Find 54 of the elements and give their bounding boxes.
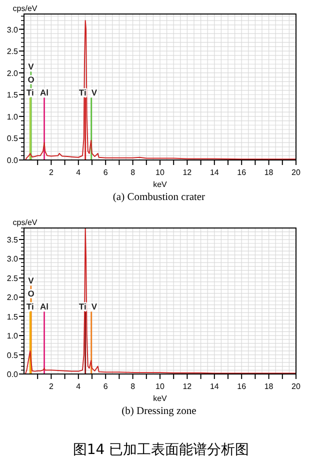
ref-line-label: Ti <box>26 302 34 312</box>
x-tick-label: 4 <box>76 168 82 177</box>
y-tick-label: 0.5 <box>6 134 19 144</box>
x-tick-label: 16 <box>237 382 247 391</box>
x-tick-label: 18 <box>264 382 274 391</box>
text: (b) Dressing zone <box>122 406 197 417</box>
x-tick-label: 8 <box>130 382 136 391</box>
x-tick-label: 14 <box>210 382 220 391</box>
y-tick-label: 2.5 <box>6 274 19 283</box>
ref-line-label: V <box>28 276 34 286</box>
y-tick-label: 1.0 <box>6 112 19 122</box>
x-axis-title: keV <box>153 394 168 403</box>
ref-line-label: Ti <box>26 88 34 98</box>
x-tick-label: 12 <box>182 168 192 177</box>
y-tick-label: 2.5 <box>6 47 19 56</box>
y-tick-label: 1.5 <box>6 312 19 322</box>
y-tick-label: 3.5 <box>6 236 19 245</box>
y-axis-title: cps/eV <box>12 4 38 13</box>
y-tick-label: 0.0 <box>6 156 19 165</box>
y-tick-label: 2.0 <box>6 293 19 302</box>
ref-line-label: Al <box>40 88 49 98</box>
ref-line-label: Al <box>40 302 49 312</box>
x-tick-label: 8 <box>130 168 136 177</box>
ref-line-label: O <box>28 288 35 299</box>
caption: 图14 已加工表面能谱分析图 <box>72 442 250 458</box>
y-tick-label: 3.0 <box>6 254 19 264</box>
x-tick-label: 10 <box>156 382 165 391</box>
x-tick-label: 6 <box>103 168 108 177</box>
x-tick-label: 16 <box>237 168 247 177</box>
x-tick-label: 14 <box>210 168 220 177</box>
y-tick-label: 0.5 <box>6 350 19 360</box>
x-tick-label: 4 <box>76 382 82 391</box>
y-axis-title: cps/eV <box>12 218 38 227</box>
x-tick-label: 20 <box>292 168 301 177</box>
ref-line-label: V <box>28 62 34 72</box>
y-tick-label: 3.0 <box>6 25 19 34</box>
x-tick-label: 6 <box>103 382 108 391</box>
x-tick-label: 12 <box>182 382 192 391</box>
ref-line-label: Ti <box>78 302 86 312</box>
x-tick-label: 2 <box>48 382 54 391</box>
ref-line-label: V <box>91 88 98 98</box>
y-tick-label: 0.0 <box>6 370 19 379</box>
y-tick-label: 2.0 <box>6 68 19 78</box>
y-tick-label: 1.5 <box>6 90 19 100</box>
x-axis-title: keV <box>153 180 168 189</box>
ref-line-label: V <box>91 302 98 312</box>
text: (a) Combustion crater <box>112 192 206 203</box>
ref-line-label: Ti <box>78 88 86 98</box>
x-tick-label: 2 <box>48 168 54 177</box>
x-tick-label: 20 <box>292 382 301 391</box>
x-tick-label: 10 <box>156 168 165 177</box>
ref-line-label: O <box>28 74 35 85</box>
y-tick-label: 1.0 <box>6 332 19 341</box>
x-tick-label: 18 <box>264 168 274 177</box>
